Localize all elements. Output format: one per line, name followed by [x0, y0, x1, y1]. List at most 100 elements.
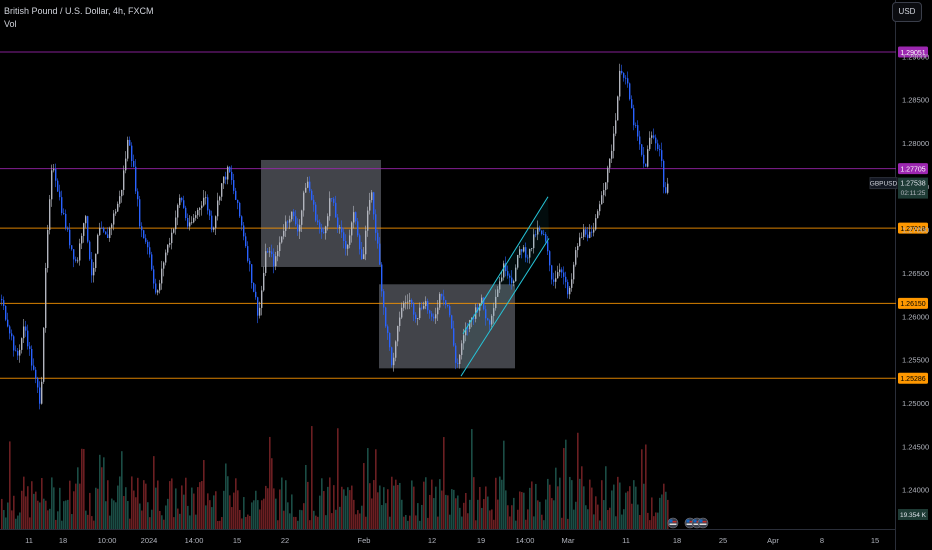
candle-body: [15, 350, 17, 352]
candle-body: [25, 326, 27, 331]
candle-body: [263, 272, 265, 291]
volume-bar: [273, 488, 275, 529]
volume-value-tag: [898, 509, 928, 520]
candle-body: [571, 279, 573, 288]
volume-bar: [373, 480, 375, 529]
candle-body: [573, 264, 575, 280]
candle-body: [229, 166, 231, 172]
volume-bar: [645, 444, 647, 529]
volume-bar: [241, 518, 243, 529]
candle-body: [559, 269, 561, 273]
volume-bar: [141, 510, 143, 529]
candle-body: [109, 227, 111, 239]
parallel-channel-drawing[interactable]: [460, 196, 550, 377]
price-axis[interactable]: 1.24000 1.24500 1.25000 1.25500 1.26000 1.265…: [869, 52, 929, 520]
candle-body: [665, 187, 667, 193]
volume-bar: [559, 477, 561, 529]
volume-bar: [399, 482, 401, 529]
volume-bar: [597, 504, 599, 529]
volume-bar: [193, 493, 195, 529]
candle-body: [273, 254, 275, 267]
time-axis[interactable]: 11 18 10:00 2024 14:00 15 22 Feb 12 19 14:00 Mar 11 1…: [25, 536, 879, 545]
candle-body: [383, 291, 385, 308]
candle-body: [287, 221, 289, 223]
candle-body: [219, 196, 221, 201]
candle-body: [639, 136, 641, 145]
volume-bar: [667, 499, 669, 529]
candle-body: [515, 267, 517, 282]
last-price-tag[interactable]: [898, 177, 928, 199]
volume-bar: [211, 507, 213, 529]
candle-body: [575, 250, 577, 265]
channel-line-lower[interactable]: [460, 238, 550, 377]
candle-body: [319, 222, 321, 228]
volume-bar: [215, 491, 217, 529]
channel-line-upper[interactable]: [462, 196, 549, 334]
volume-bar: [543, 520, 545, 529]
volume-bar: [233, 492, 235, 529]
candle-body: [621, 70, 623, 74]
level-price-tag[interactable]: [898, 222, 928, 234]
volume-bar: [471, 429, 473, 529]
volume-bar: [457, 495, 459, 529]
candle-body: [119, 196, 121, 204]
candle-body: [605, 182, 607, 191]
candle-body: [629, 83, 631, 100]
volume-bar: [119, 476, 121, 529]
candle-body: [115, 211, 117, 214]
candle-body: [51, 170, 53, 200]
time-tick-label: 2024: [141, 536, 158, 545]
symbol-title[interactable]: British Pound / U.S. Dollar, 4h, FXCM: [4, 6, 154, 16]
time-tick-label: 15: [233, 536, 241, 545]
candle-body: [85, 216, 87, 224]
volume-bar: [51, 477, 53, 529]
candle-body: [547, 241, 549, 252]
candle-body: [561, 269, 563, 273]
volume-bar: [433, 498, 435, 529]
volume-bar: [293, 516, 295, 529]
volume-bar: [325, 515, 327, 529]
rectangle-drawings[interactable]: [261, 159, 515, 369]
volume-bar: [301, 510, 303, 529]
candle-body: [645, 163, 647, 167]
candle-body: [113, 213, 115, 225]
currency-button[interactable]: USD: [892, 2, 922, 22]
candle-body: [483, 297, 485, 310]
candle-body: [285, 221, 287, 231]
volume-bar: [257, 500, 259, 529]
candle-body: [667, 183, 669, 193]
volume-bar: [411, 480, 413, 529]
volume-bar: [577, 432, 579, 529]
volume-bar: [643, 483, 645, 529]
volume-bar: [167, 498, 169, 529]
candle-body: [299, 224, 301, 232]
candle-body: [303, 192, 305, 211]
candle-body: [535, 234, 537, 236]
volume-bar: [335, 509, 337, 529]
volume-bar: [41, 478, 43, 529]
volume-bar: [71, 514, 73, 529]
volume-bar: [653, 516, 655, 529]
economic-event-icons[interactable]: [667, 517, 709, 529]
volume-bar: [223, 490, 225, 529]
range-box-1[interactable]: [261, 159, 381, 267]
level-price-tag[interactable]: [898, 372, 928, 384]
horizontal-level-lines[interactable]: 1.29051 1.27705 1.27018 1.26150 1.25286: [0, 46, 928, 384]
candle-body: [491, 315, 493, 325]
candle-body: [545, 234, 547, 242]
candle-body: [391, 347, 393, 366]
volume-bar: [95, 487, 97, 529]
price-tick-label: 1.24000: [902, 486, 929, 495]
level-price-tag[interactable]: [898, 46, 928, 58]
volume-bar: [367, 448, 369, 529]
candle-body: [435, 314, 437, 319]
level-price-tag[interactable]: [898, 297, 928, 309]
volume-bar: [455, 498, 457, 529]
candle-body: [361, 249, 363, 260]
volume-bar: [137, 477, 139, 529]
level-price-tag[interactable]: [898, 163, 928, 175]
volume-bar: [481, 507, 483, 529]
volume-bar: [615, 516, 617, 529]
volume-bar: [379, 485, 381, 529]
